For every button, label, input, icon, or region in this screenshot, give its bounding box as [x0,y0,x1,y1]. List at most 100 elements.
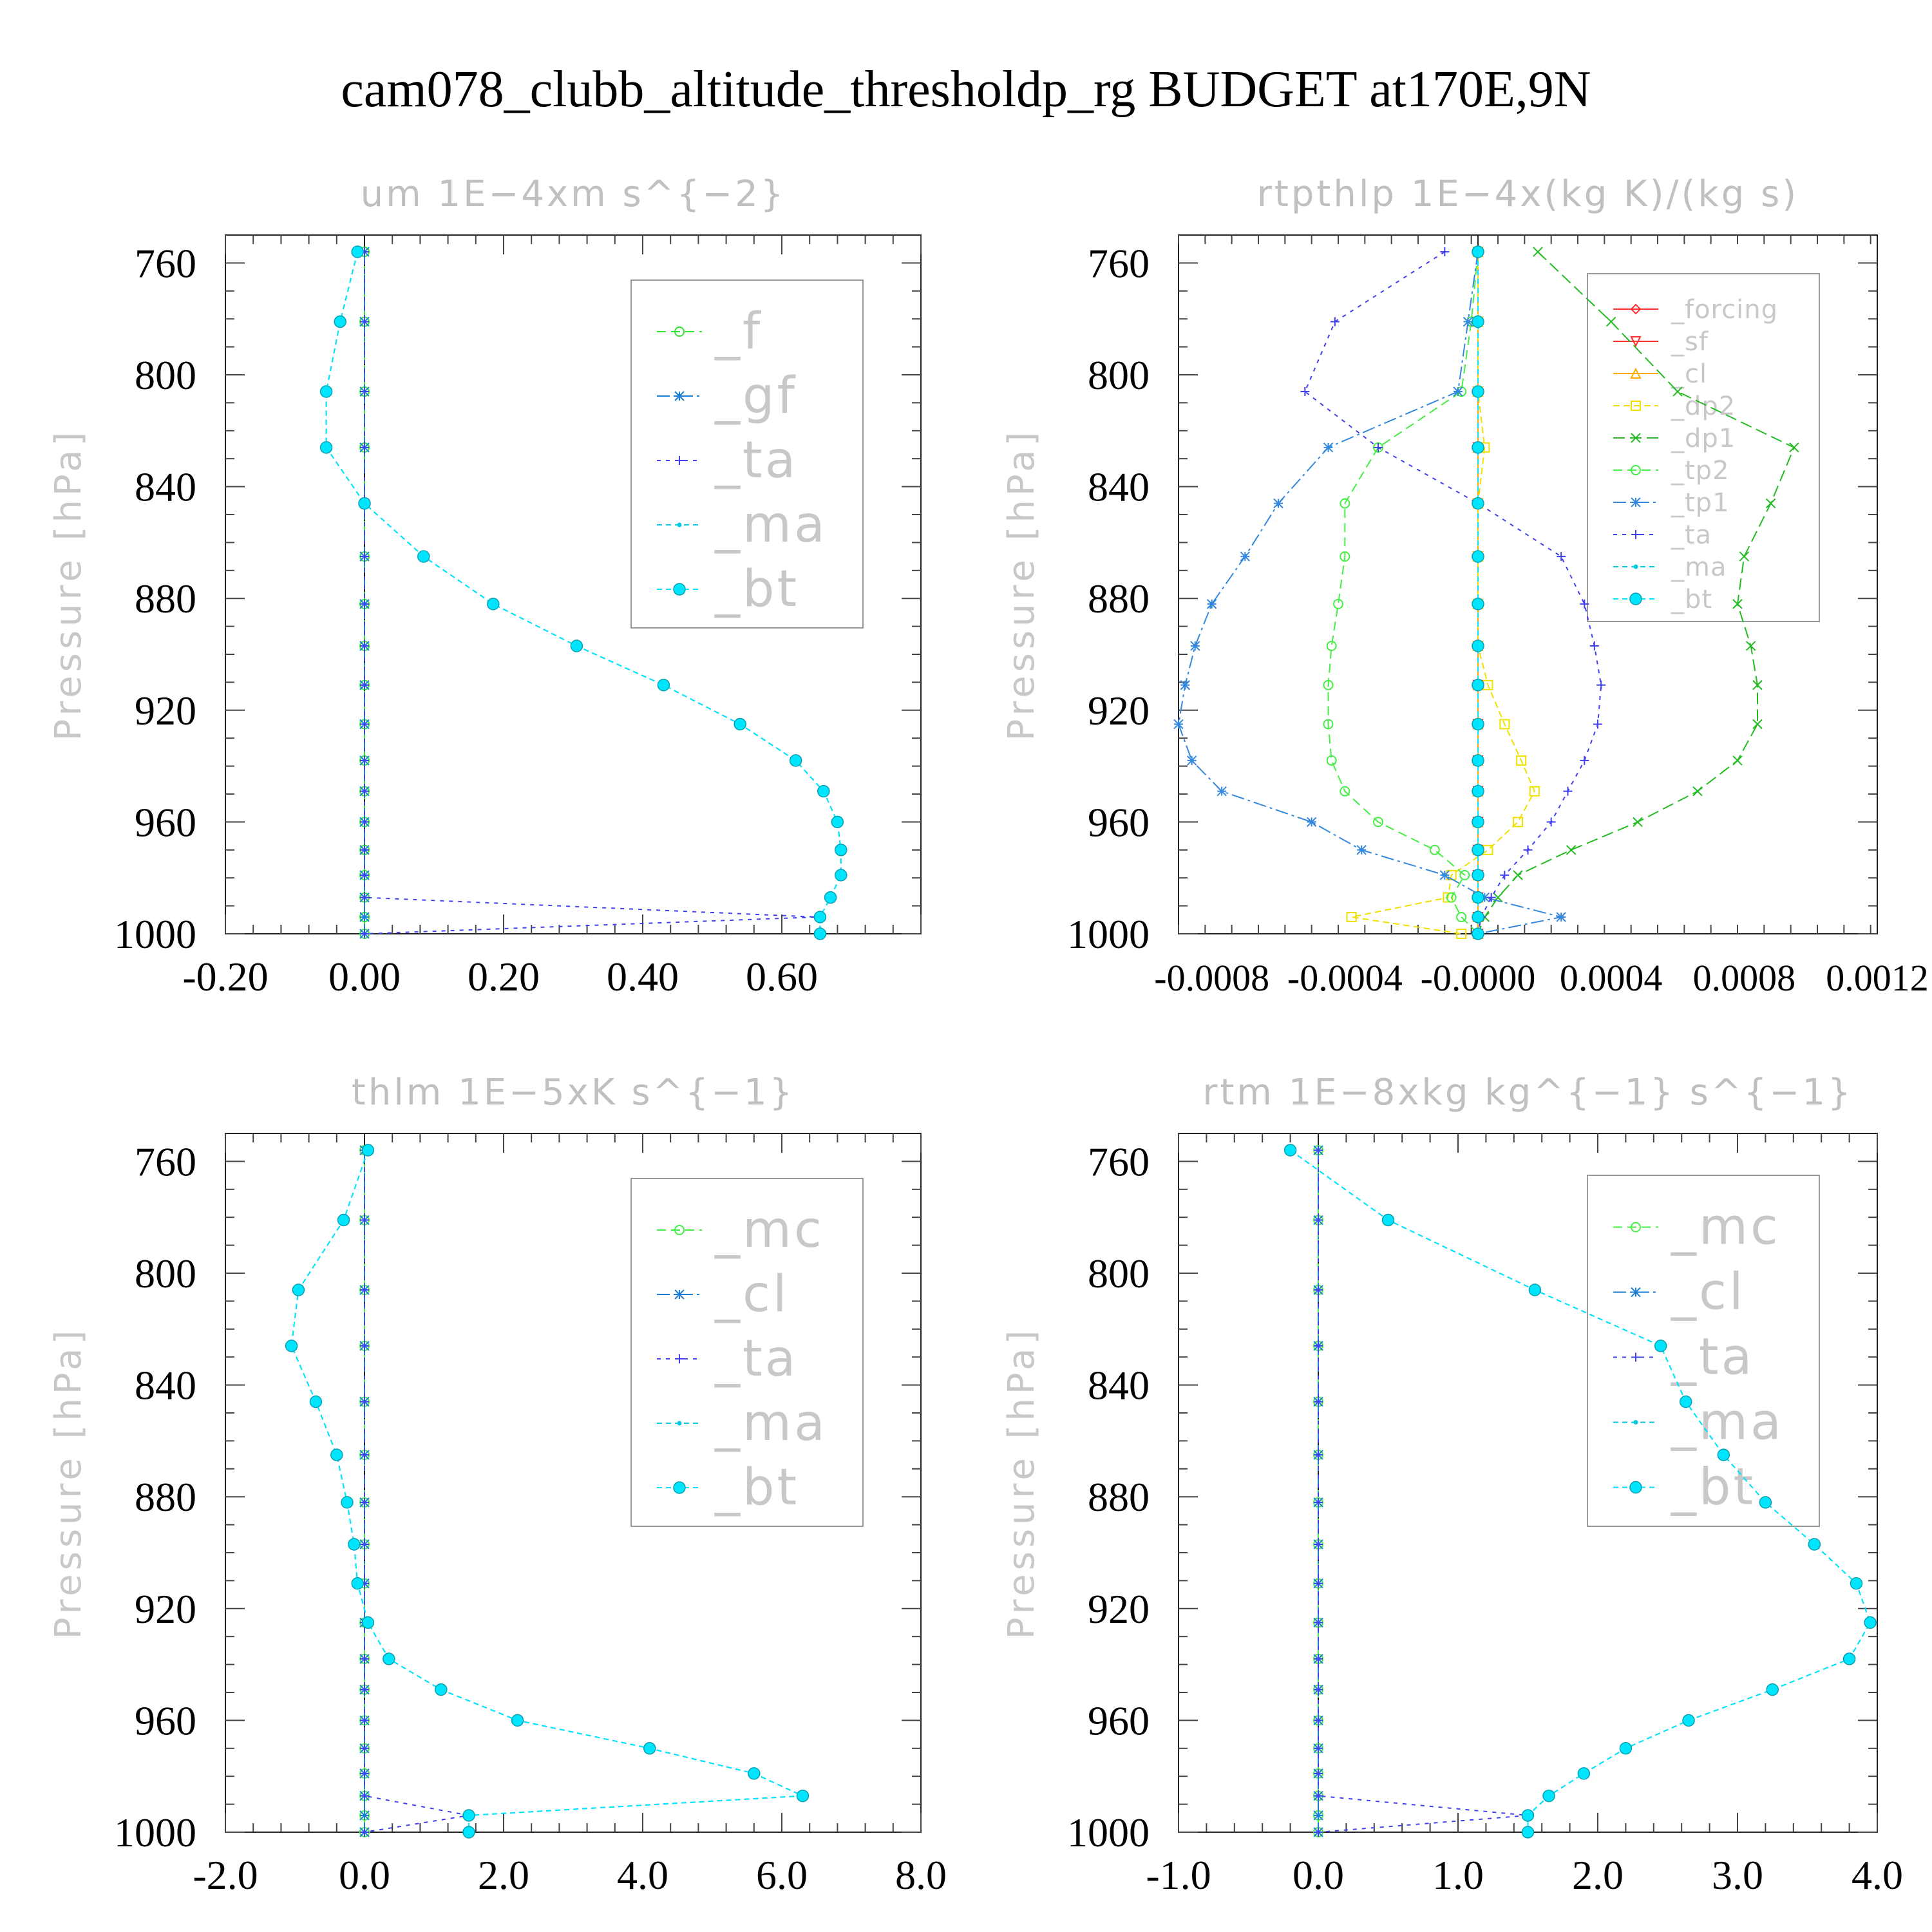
data-point [360,845,369,855]
data-point [1765,498,1776,509]
y-tick-label: 1000 [114,911,196,957]
data-point [360,817,369,827]
y-tick-label: 880 [135,576,196,621]
legend-marker [1631,401,1641,411]
legend-marker [674,1225,685,1235]
legend-marker [677,1421,682,1426]
data-point [835,844,848,857]
y-tick-label: 760 [1088,240,1150,286]
x-tick-label: 8.0 [895,1852,947,1898]
legend-marker [1631,1222,1641,1233]
x-tick-label: 2.0 [478,1852,529,1898]
x-tick-label: -0.0004 [1287,957,1403,999]
data-point [1463,316,1473,327]
data-point [334,315,346,328]
data-point [1314,1539,1323,1549]
data-point [1186,755,1197,766]
data-point [1472,891,1484,904]
y-tick-label: 800 [135,1251,196,1296]
data-point [1273,498,1283,509]
y-tick-label: 840 [135,464,196,510]
data-point [1732,599,1743,609]
data-point [1808,1538,1821,1551]
series-dp2 [1346,247,1540,939]
y-tick-label: 1000 [1067,1810,1150,1855]
data-point [1766,1683,1779,1696]
data-point [1542,1789,1555,1803]
legend-label: _bt [714,560,799,618]
data-point [1596,680,1606,690]
panels: um 1E−4xm s^{−2} Pressure [hPa] 760 800 840 8… [48,173,1929,1898]
data-point [360,1539,369,1549]
data-point [643,1742,656,1755]
data-point [1443,892,1454,903]
data-point [1340,786,1350,797]
panel-title: rtpthlp 1E−4x(kg K)/(kg s) [1257,173,1799,215]
data-point [360,1450,369,1460]
data-point [1472,911,1484,923]
legend-label: _cl [1671,359,1707,389]
data-point [1529,786,1540,797]
data-point [1472,497,1484,510]
data-point [1326,755,1337,766]
data-point [292,1283,305,1296]
y-tick-label: 840 [1088,1363,1150,1408]
y-tick-label: 840 [1088,464,1150,510]
y-tick-label: 920 [1088,688,1150,734]
legend-marker [1630,367,1642,379]
data-point [1374,442,1383,452]
x-tick-label: 0.00 [328,954,401,999]
data-point [1283,1144,1297,1157]
data-point [360,1285,369,1295]
data-point [1330,317,1340,327]
x-tick-label: 0.0012 [1826,957,1929,999]
data-point [1440,247,1450,257]
plot-frame [225,234,922,934]
data-point [1528,1283,1542,1296]
data-point [1557,552,1566,562]
legend-label: _mc [714,1201,824,1259]
data-point [1323,719,1334,730]
legend-marker [1631,497,1641,507]
data-point [360,317,369,327]
data-point [657,678,670,692]
legend-label: _mc [1671,1198,1781,1256]
x-tick-label: 4.0 [1852,1852,1903,1898]
data-point [1566,845,1577,855]
data-point [341,1496,354,1509]
data-point [1556,912,1566,922]
legend: _mc _cl _ta _ma _bt [630,1178,864,1527]
series-line [1318,1150,1528,1833]
legend-marker [673,583,686,596]
data-point [1679,1395,1692,1408]
data-point [1314,1578,1323,1588]
legend-marker [1631,1352,1640,1362]
data-point [1456,911,1467,922]
data-point [1513,817,1523,828]
legend-label: _tp1 [1671,488,1730,518]
data-point [1682,1714,1695,1727]
panel-title: thlm 1E−5xK s^{−1} [352,1072,795,1113]
data-point [319,441,333,454]
series-line [364,252,817,934]
data-point [348,1538,361,1551]
data-point [1732,755,1743,766]
data-point [359,1810,370,1821]
y-tick-label: 960 [1088,799,1150,845]
data-point [1314,1397,1323,1406]
data-point [1619,1742,1633,1755]
data-point [383,1653,395,1665]
data-point [360,870,369,880]
legend-label: _ma [714,496,828,554]
data-point [1240,551,1251,562]
x-tick-label: 1.0 [1432,1852,1484,1898]
x-tick-label: 4.0 [617,1852,668,1898]
legend-marker [1633,564,1638,569]
data-point [1717,1448,1730,1461]
data-point [462,1809,475,1822]
data-point [1752,719,1763,730]
legend-marker [1630,336,1642,348]
data-point [1472,869,1484,882]
data-point [1429,844,1440,855]
